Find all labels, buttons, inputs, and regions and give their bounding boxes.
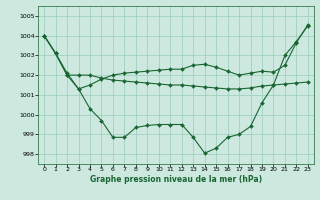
X-axis label: Graphe pression niveau de la mer (hPa): Graphe pression niveau de la mer (hPa) [90, 175, 262, 184]
